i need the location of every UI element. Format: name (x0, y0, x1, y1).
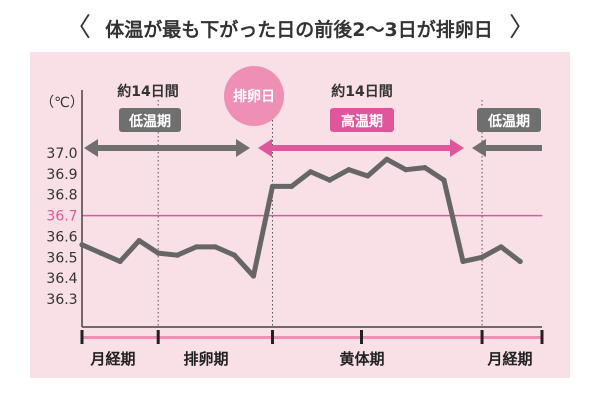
y-tick-label: 37.0 (46, 146, 77, 162)
low-temp-arrow-right (472, 139, 542, 157)
temperature-data-point (269, 183, 276, 189)
temperature-data-point (155, 250, 161, 256)
temperature-data-point (231, 252, 237, 258)
y-tick-label: 36.9 (46, 167, 77, 183)
phase-timeline-bar (82, 336, 542, 339)
high-temp-period-label: 約14日間 (331, 83, 392, 100)
temperature-data-point (250, 273, 257, 279)
temperature-data-point (460, 258, 466, 265)
phase-timeline-tick (360, 330, 363, 344)
temperature-data-point (174, 252, 180, 258)
temperature-data-point (136, 238, 142, 244)
y-tick-label: 36.6 (46, 229, 77, 245)
temperature-data-point (384, 156, 390, 162)
temperature-data-point (288, 183, 295, 189)
high-temp-badge (330, 108, 394, 132)
low-temp-badge-text: 低温期 (128, 113, 171, 130)
temperature-data-point (212, 244, 218, 250)
phase-timeline-tick (156, 330, 160, 344)
low-temp-arrow-left (84, 139, 250, 157)
low-temp-badge-text-right: 低温期 (487, 113, 530, 130)
temperature-data-point (346, 167, 352, 173)
temperature-data-point (365, 173, 371, 179)
y-axis-unit-label: （℃） (40, 95, 84, 111)
page-title: 体温が最も下がった日の前後2〜3日が排卵日 (105, 18, 492, 41)
arrow-head-right (236, 139, 250, 157)
low-temp-badge-right (477, 108, 541, 132)
phase-label: 月経期 (89, 350, 135, 368)
temperature-data-point (517, 258, 523, 265)
temperature-data-point (441, 177, 447, 183)
y-tick-label: 36.5 (46, 250, 77, 266)
arrow-head-left (84, 139, 98, 157)
phase-label: 排卵期 (183, 350, 228, 368)
high-temp-arrow (258, 139, 464, 157)
temperature-data-point (308, 169, 314, 175)
phase-timeline-tick (271, 330, 274, 344)
temperature-data-point (498, 244, 504, 250)
phase-timeline-tick (80, 330, 84, 344)
y-tick-label: 36.3 (46, 292, 77, 308)
temperature-data-point (117, 258, 123, 265)
ovulation-circle (224, 66, 284, 126)
low-temp-period-label: 約14日間 (117, 83, 178, 100)
ovulation-label: 排卵日 (233, 88, 275, 105)
phase-label: 月経期 (486, 350, 532, 368)
phase-timeline-tick (540, 330, 544, 344)
arrow-head-right (450, 139, 464, 157)
temperature-series-line (79, 156, 523, 279)
low-temp-badge-left (119, 108, 181, 132)
high-temp-badge-text: 高温期 (341, 113, 383, 130)
phase-label: 黄体期 (339, 350, 384, 368)
phase-timeline-tick (480, 330, 484, 344)
y-tick-label: 36.8 (46, 188, 77, 204)
arrow-head-left (258, 139, 272, 157)
temperature-data-point (479, 254, 485, 260)
temperature-data-point (98, 250, 104, 256)
temperature-data-point (79, 242, 85, 248)
temperature-data-point (327, 177, 333, 183)
chevron-left-icon[interactable]: 〈 (65, 13, 91, 43)
temperature-data-point (193, 244, 199, 250)
temperature-data-point (403, 167, 409, 173)
chevron-right-icon[interactable]: 〉 (509, 13, 535, 43)
temperature-data-point (422, 165, 428, 171)
y-tick-label: 36.7 (46, 209, 77, 225)
y-tick-label: 36.4 (46, 271, 77, 287)
arrow-head-left (472, 139, 486, 157)
